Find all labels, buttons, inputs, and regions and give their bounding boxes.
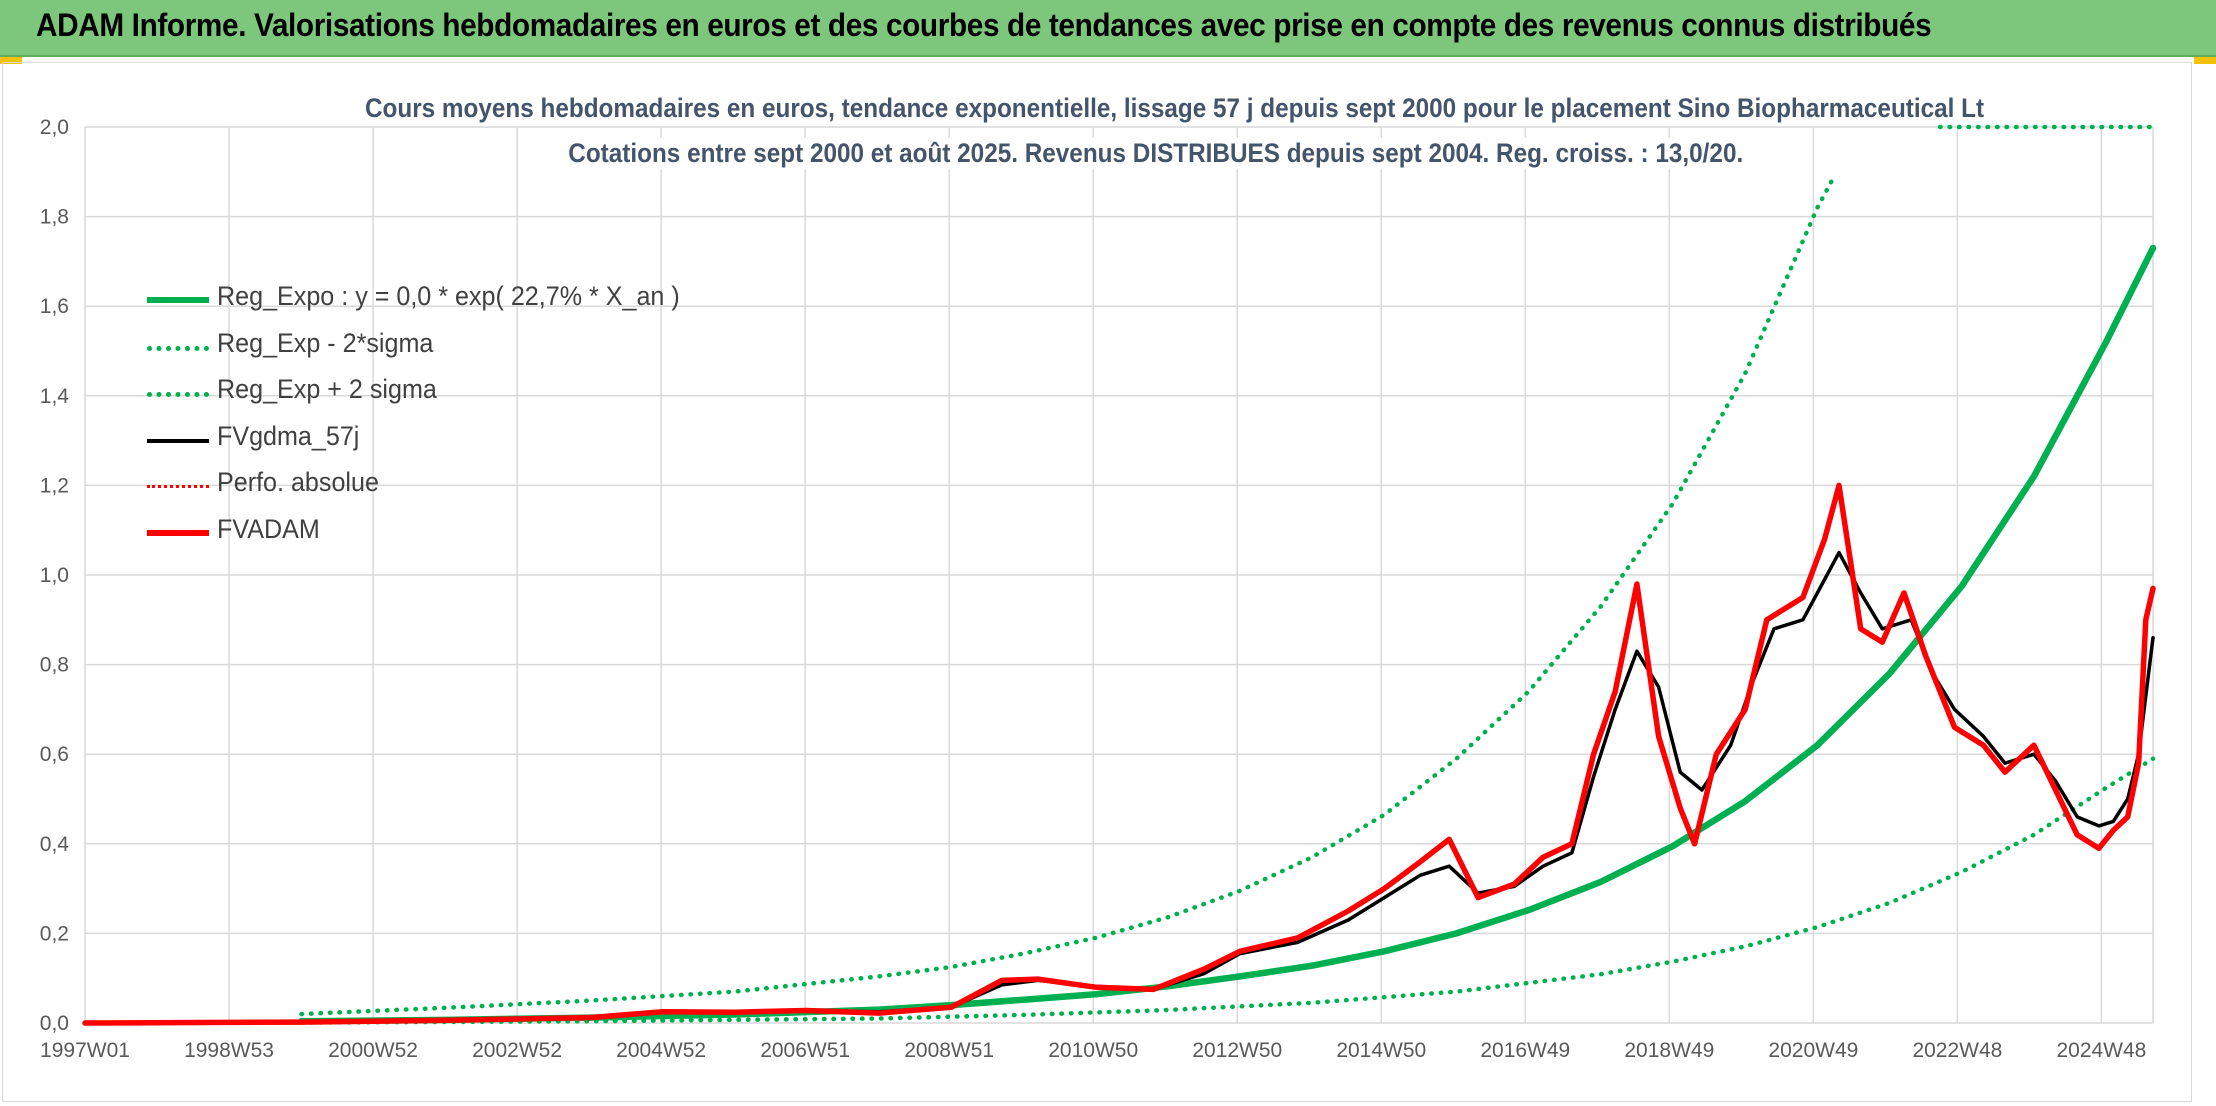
chart-title-line-1: Cours moyens hebdomadaires en euros, ten…	[359, 93, 1990, 124]
y-tick-label: 2,0	[40, 116, 69, 139]
x-tick-label: 2020W49	[1768, 1039, 1858, 1062]
legend-label: FVADAM	[217, 513, 320, 544]
line-chart: 0,0 0,2 0,4 0,6 0,8 1,0 1,2 1,4 1,6 1,8 2,0 1997W01…	[40, 116, 2157, 1062]
y-tick-label: 1,8	[40, 206, 69, 229]
legend-swatch-green-dotted	[147, 392, 209, 397]
legend-label: Reg_Exp - 2*sigma	[217, 327, 434, 358]
y-tick-label: 0,4	[40, 833, 70, 856]
series-line-0	[298, 244, 2157, 1025]
x-tick-label: 2002W52	[472, 1039, 562, 1062]
x-tick-label: 2008W51	[904, 1039, 994, 1062]
legend-label: Perfo. absolue	[217, 467, 379, 497]
x-tick-label: 2006W51	[760, 1039, 850, 1062]
report-banner: ADAM Informe. Valorisations hebdomadaire…	[0, 0, 2216, 57]
series-line-2	[299, 178, 1835, 1017]
x-tick-label: 1997W01	[40, 1039, 130, 1062]
report-title: ADAM Informe. Valorisations hebdomadaire…	[36, 7, 1932, 43]
x-tick-label: 2012W50	[1192, 1039, 1282, 1062]
chart-area: 0,0 0,2 0,4 0,6 0,8 1,0 1,2 1,4 1,6 1,8 2,0 1997W01…	[2, 62, 2192, 1102]
y-tick-label: 0,8	[40, 654, 69, 677]
y-tick-label: 0,6	[40, 743, 69, 766]
chart-title-line-2: Cotations entre sept 2000 et août 2025. …	[562, 138, 1749, 169]
corner-marker-right	[2194, 57, 2216, 64]
y-tick-label: 0,2	[40, 922, 69, 945]
y-tick-label: 1,6	[40, 295, 69, 318]
x-tick-label: 1998W53	[184, 1039, 274, 1062]
corner-marker-left	[0, 57, 22, 64]
y-tick-label: 1,0	[40, 564, 69, 587]
legend-label: Reg_Exp + 2 sigma	[217, 374, 437, 404]
legend-swatch-green-dotted	[147, 345, 209, 351]
x-tick-label: 2018W49	[1624, 1039, 1714, 1062]
x-tick-label: 2024W48	[2056, 1039, 2146, 1062]
x-tick-label: 2010W50	[1048, 1039, 1138, 1062]
y-tick-label: 1,4	[40, 385, 70, 408]
legend-label: FVgdma_57j	[217, 420, 360, 451]
x-tick-label: 2022W48	[1912, 1039, 2002, 1062]
x-tick-label: 2004W52	[616, 1039, 706, 1062]
legend-swatch-red-solid	[147, 529, 209, 536]
legend-swatch-black-solid	[147, 438, 209, 443]
series-line-5	[82, 482, 2156, 1026]
x-tick-label: 2000W52	[328, 1039, 418, 1062]
y-tick-label: 0,0	[40, 1012, 69, 1035]
x-tick-label: 2016W49	[1480, 1039, 1570, 1062]
series-line-1	[299, 756, 2156, 1025]
series-line-3	[83, 550, 2155, 1025]
legend-swatch-red-dotted	[147, 485, 209, 488]
legend-label: Reg_Expo : y = 0,0 * exp( 22,7% * X_an )	[217, 281, 680, 311]
y-tick-label: 1,2	[40, 474, 69, 497]
legend-swatch-green-solid	[147, 297, 209, 303]
x-tick-label: 2014W50	[1336, 1039, 1426, 1062]
